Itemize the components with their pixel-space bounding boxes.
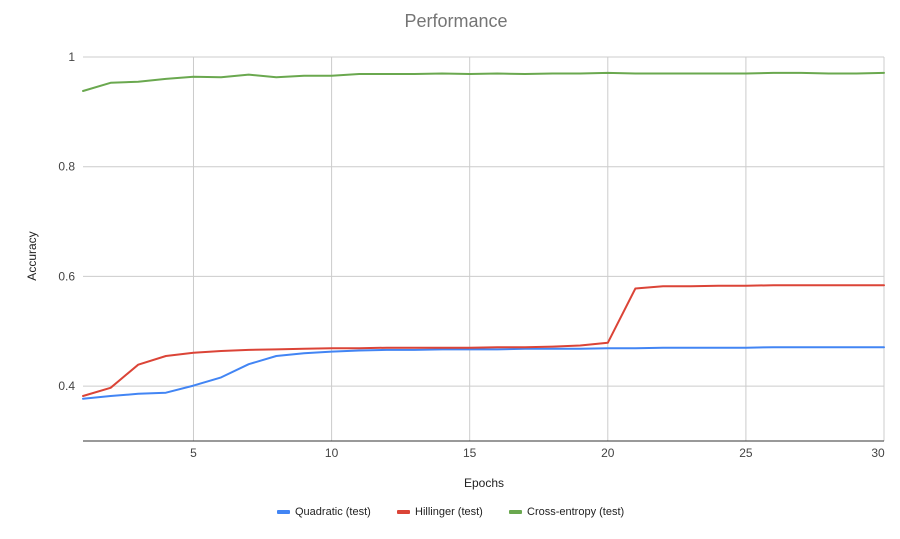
- x-tick-label: 20: [601, 446, 615, 460]
- series-line-1: [82, 346, 885, 400]
- legend-label: Cross-entropy (test): [527, 506, 624, 518]
- chart-title: Performance: [404, 11, 507, 31]
- legend-label: Quadratic (test): [295, 506, 371, 518]
- series-line-2: [82, 284, 885, 397]
- y-tick-label: 0.6: [58, 269, 75, 283]
- x-tick-label: 10: [325, 446, 339, 460]
- legend-swatch: [277, 510, 290, 514]
- legend: Quadratic (test) Hillinger (test) Cross-en…: [277, 506, 624, 518]
- legend-swatch: [397, 510, 410, 514]
- y-tick-label: 1: [68, 50, 75, 64]
- x-tick-label: 15: [463, 446, 477, 460]
- y-tick-label: 0.4: [58, 379, 75, 393]
- series-lines: [82, 71, 885, 400]
- x-tick-label: 30: [871, 446, 885, 460]
- x-axis-label: Epochs: [464, 476, 504, 490]
- grid: [83, 56, 885, 442]
- x-tick-label: 25: [739, 446, 753, 460]
- legend-label: Hillinger (test): [415, 506, 483, 518]
- series-line-3: [82, 71, 885, 92]
- x-tick-label: 5: [190, 446, 197, 460]
- axis-ticks: 5 10 15 20 25 30 0.4 0.6 0.8 1: [58, 50, 885, 460]
- y-axis-label: Accuracy: [25, 231, 39, 280]
- y-tick-label: 0.8: [58, 160, 75, 174]
- legend-swatch: [509, 510, 522, 514]
